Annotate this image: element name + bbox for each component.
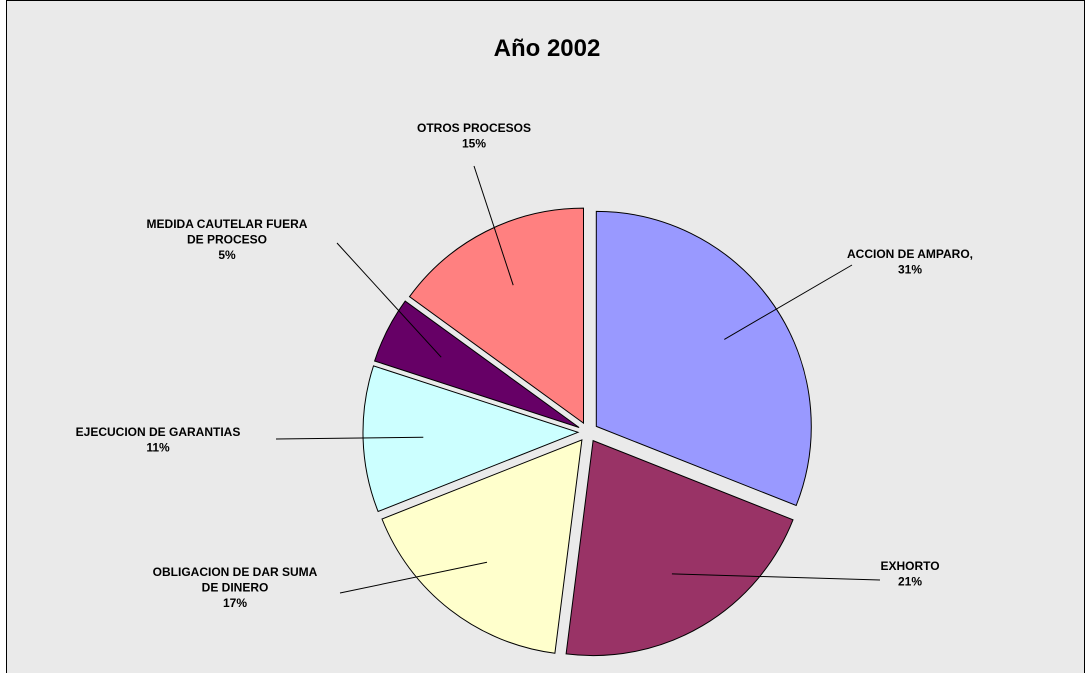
leader-line (336, 242, 442, 358)
pie-slice (408, 207, 584, 425)
slice-label-line: 11% (146, 441, 170, 455)
pie-slice (362, 365, 580, 513)
pie-slices (362, 207, 812, 657)
pie-slice (565, 439, 794, 657)
leader-line (275, 436, 424, 440)
slice-label-line: 31% (898, 263, 922, 277)
slice-label: MEDIDA CAUTELAR FUERA DE PROCESO 5% (147, 217, 308, 262)
leader-line (724, 264, 853, 340)
slice-label-line: EJECUCION DE GARANTIAS (76, 425, 241, 439)
slice-label-line: 5% (218, 248, 236, 262)
slice-label-line: 17% (223, 596, 247, 610)
slice-label-line: ACCION DE AMPARO, (847, 247, 973, 261)
slice-label-line: 21% (898, 575, 922, 589)
slice-label: EXHORTO 21% (880, 559, 939, 589)
leader-line (671, 573, 881, 581)
slice-label: EJECUCION DE GARANTIAS 11% (76, 425, 241, 455)
leader-line (473, 165, 514, 286)
slice-label-line: DE DINERO (202, 581, 269, 595)
slice-label: ACCION DE AMPARO, 31% (847, 247, 973, 277)
pie-slice (381, 439, 583, 654)
slice-label: OBLIGACION DE DAR SUMA DE DINERO 17% (153, 565, 318, 610)
slice-label: OTROS PROCESOS 15% (417, 121, 531, 151)
chart-title: Año 2002 (494, 35, 601, 62)
leader-lines (275, 165, 881, 594)
slice-label-line: 15% (462, 137, 486, 151)
pie-slice (373, 300, 580, 428)
pie-slice (595, 210, 812, 507)
slice-label-line: OTROS PROCESOS (417, 121, 531, 135)
slice-label-line: OBLIGACION DE DAR SUMA (153, 565, 318, 579)
slice-label-line: EXHORTO (880, 559, 939, 573)
slice-labels: ACCION DE AMPARO, 31% EXHORTO 21% OBLIGACION… (76, 121, 973, 610)
slice-label-line: MEDIDA CAUTELAR FUERA (147, 217, 308, 231)
slice-label-line: DE PROCESO (187, 233, 267, 247)
leader-line (339, 561, 488, 594)
